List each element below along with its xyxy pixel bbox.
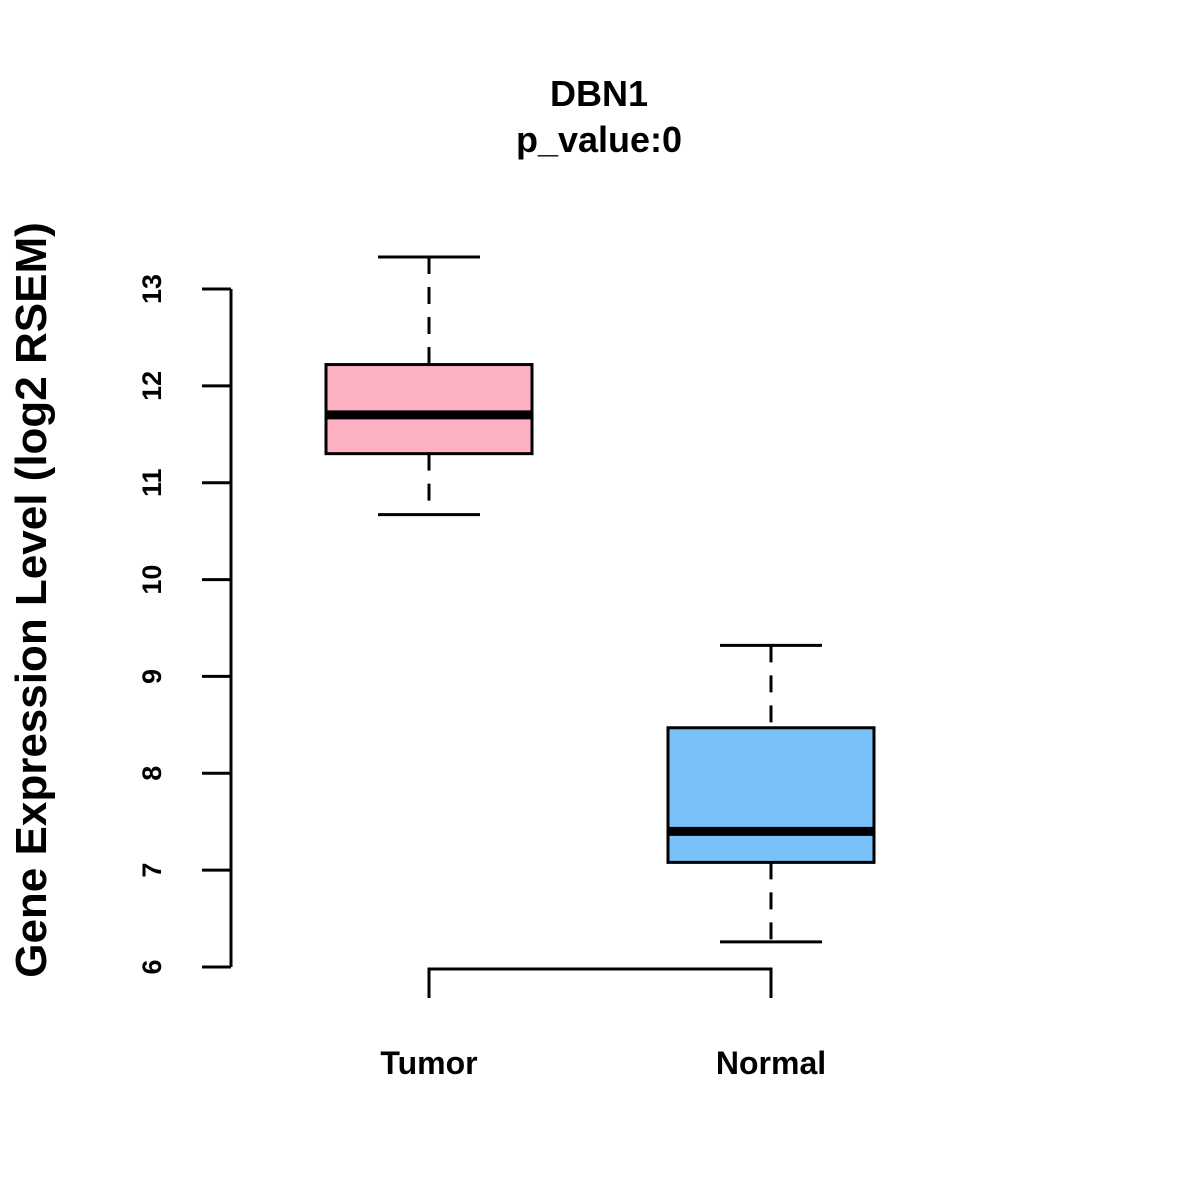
y-axis-label: Gene Expression Level (log2 RSEM) <box>7 222 56 978</box>
y-tick-label: 7 <box>137 863 167 878</box>
y-tick-label: 12 <box>137 371 167 401</box>
category-labels: Tumor Normal <box>380 1045 826 1081</box>
y-tick-label: 8 <box>137 766 167 781</box>
y-tick-label: 9 <box>137 669 167 684</box>
category-label-tumor: Tumor <box>380 1045 477 1081</box>
comparison-bracket <box>427 967 773 998</box>
y-tick-label: 13 <box>137 274 167 304</box>
chart-subtitle: p_value:0 <box>516 119 682 160</box>
bracket-line <box>427 967 773 998</box>
y-axis: 6 7 8 9 10 11 12 13 <box>137 274 233 975</box>
y-tick-label: 11 <box>137 468 167 497</box>
chart-title: DBN1 <box>550 73 648 114</box>
y-tick-label: 10 <box>137 565 167 595</box>
interquartile-box <box>324 363 534 456</box>
box-tumor <box>324 255 534 517</box>
boxes-group <box>324 255 876 944</box>
category-label-normal: Normal <box>716 1045 826 1081</box>
box-normal <box>666 643 876 944</box>
interquartile-box <box>666 726 876 864</box>
y-tick-label: 6 <box>137 959 167 974</box>
